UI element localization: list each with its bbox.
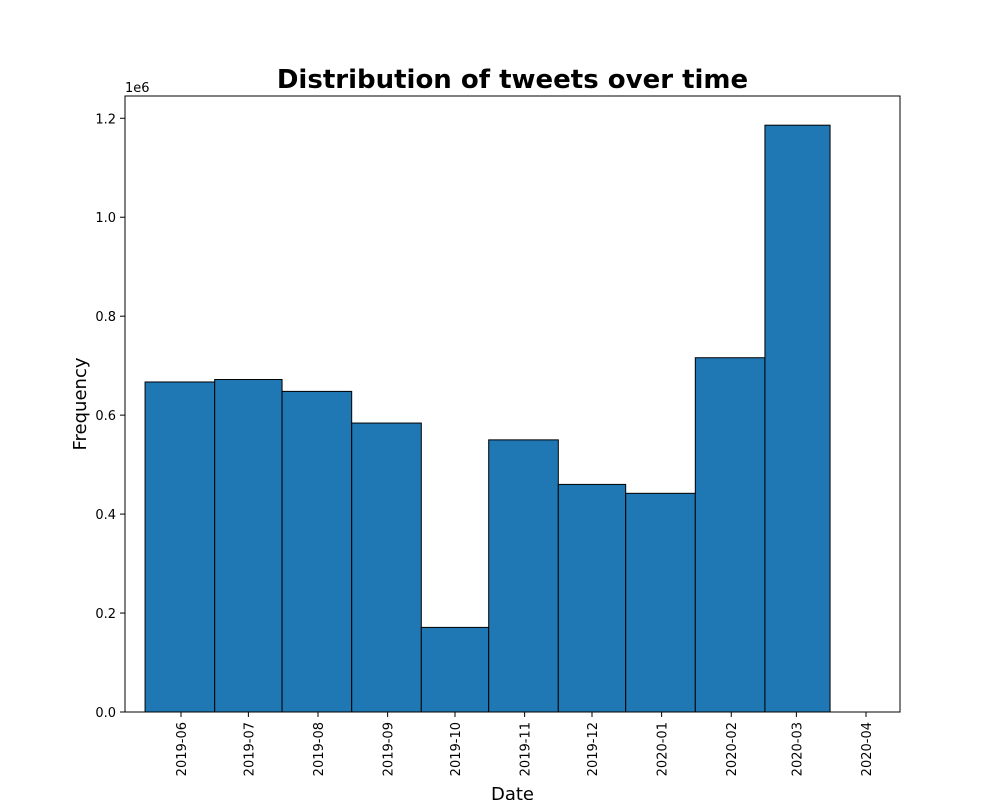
chart-title: Distribution of tweets over time (277, 65, 748, 95)
histogram-bar (625, 492, 696, 713)
x-tick-label: 2019-06 (175, 722, 190, 776)
y-tick-label: 0.8 (95, 310, 116, 325)
x-tick-label: 2020-03 (790, 722, 805, 776)
y-axis-label: Frequency (70, 357, 91, 450)
y-tick-label: 1.2 (95, 112, 116, 127)
x-axis: 2019-06 2019-07 2019-08 2019-09 2019-10 2019-… (175, 712, 875, 776)
x-tick-label: 2019-12 (586, 722, 601, 776)
y-offset-label: 1e6 (125, 81, 150, 96)
x-axis-label: Date (491, 784, 534, 800)
y-tick-label: 1.0 (95, 211, 116, 226)
y-tick-label: 0.2 (95, 607, 116, 622)
x-tick-label: 2019-07 (242, 722, 257, 776)
histogram-bar (214, 379, 283, 713)
y-tick-label: 0.4 (95, 508, 116, 523)
x-tick-label: 2019-10 (449, 722, 464, 776)
histogram-bar (488, 439, 559, 713)
x-tick-label: 2019-08 (312, 722, 327, 776)
x-tick-label: 2019-11 (519, 722, 534, 776)
x-tick-label: 2019-09 (382, 722, 397, 776)
x-tick-label: 2020-04 (860, 722, 875, 776)
histogram-bar (557, 483, 627, 713)
histogram-bar (764, 124, 831, 713)
bars-group (144, 124, 831, 713)
x-tick-label: 2020-02 (725, 722, 740, 776)
y-axis: 0.0 0.2 0.4 0.6 0.8 1.0 1.2 (95, 112, 125, 721)
histogram-bar (420, 626, 490, 713)
plot-frame (124, 95, 901, 713)
y-tick-label: 0.6 (95, 409, 116, 424)
histogram-bar (144, 381, 216, 713)
y-tick-label: 0.0 (95, 706, 116, 721)
histogram-bar (694, 357, 766, 713)
histogram-bar (281, 390, 353, 713)
x-tick-label: 2020-01 (656, 722, 671, 776)
histogram-bar (351, 422, 422, 713)
